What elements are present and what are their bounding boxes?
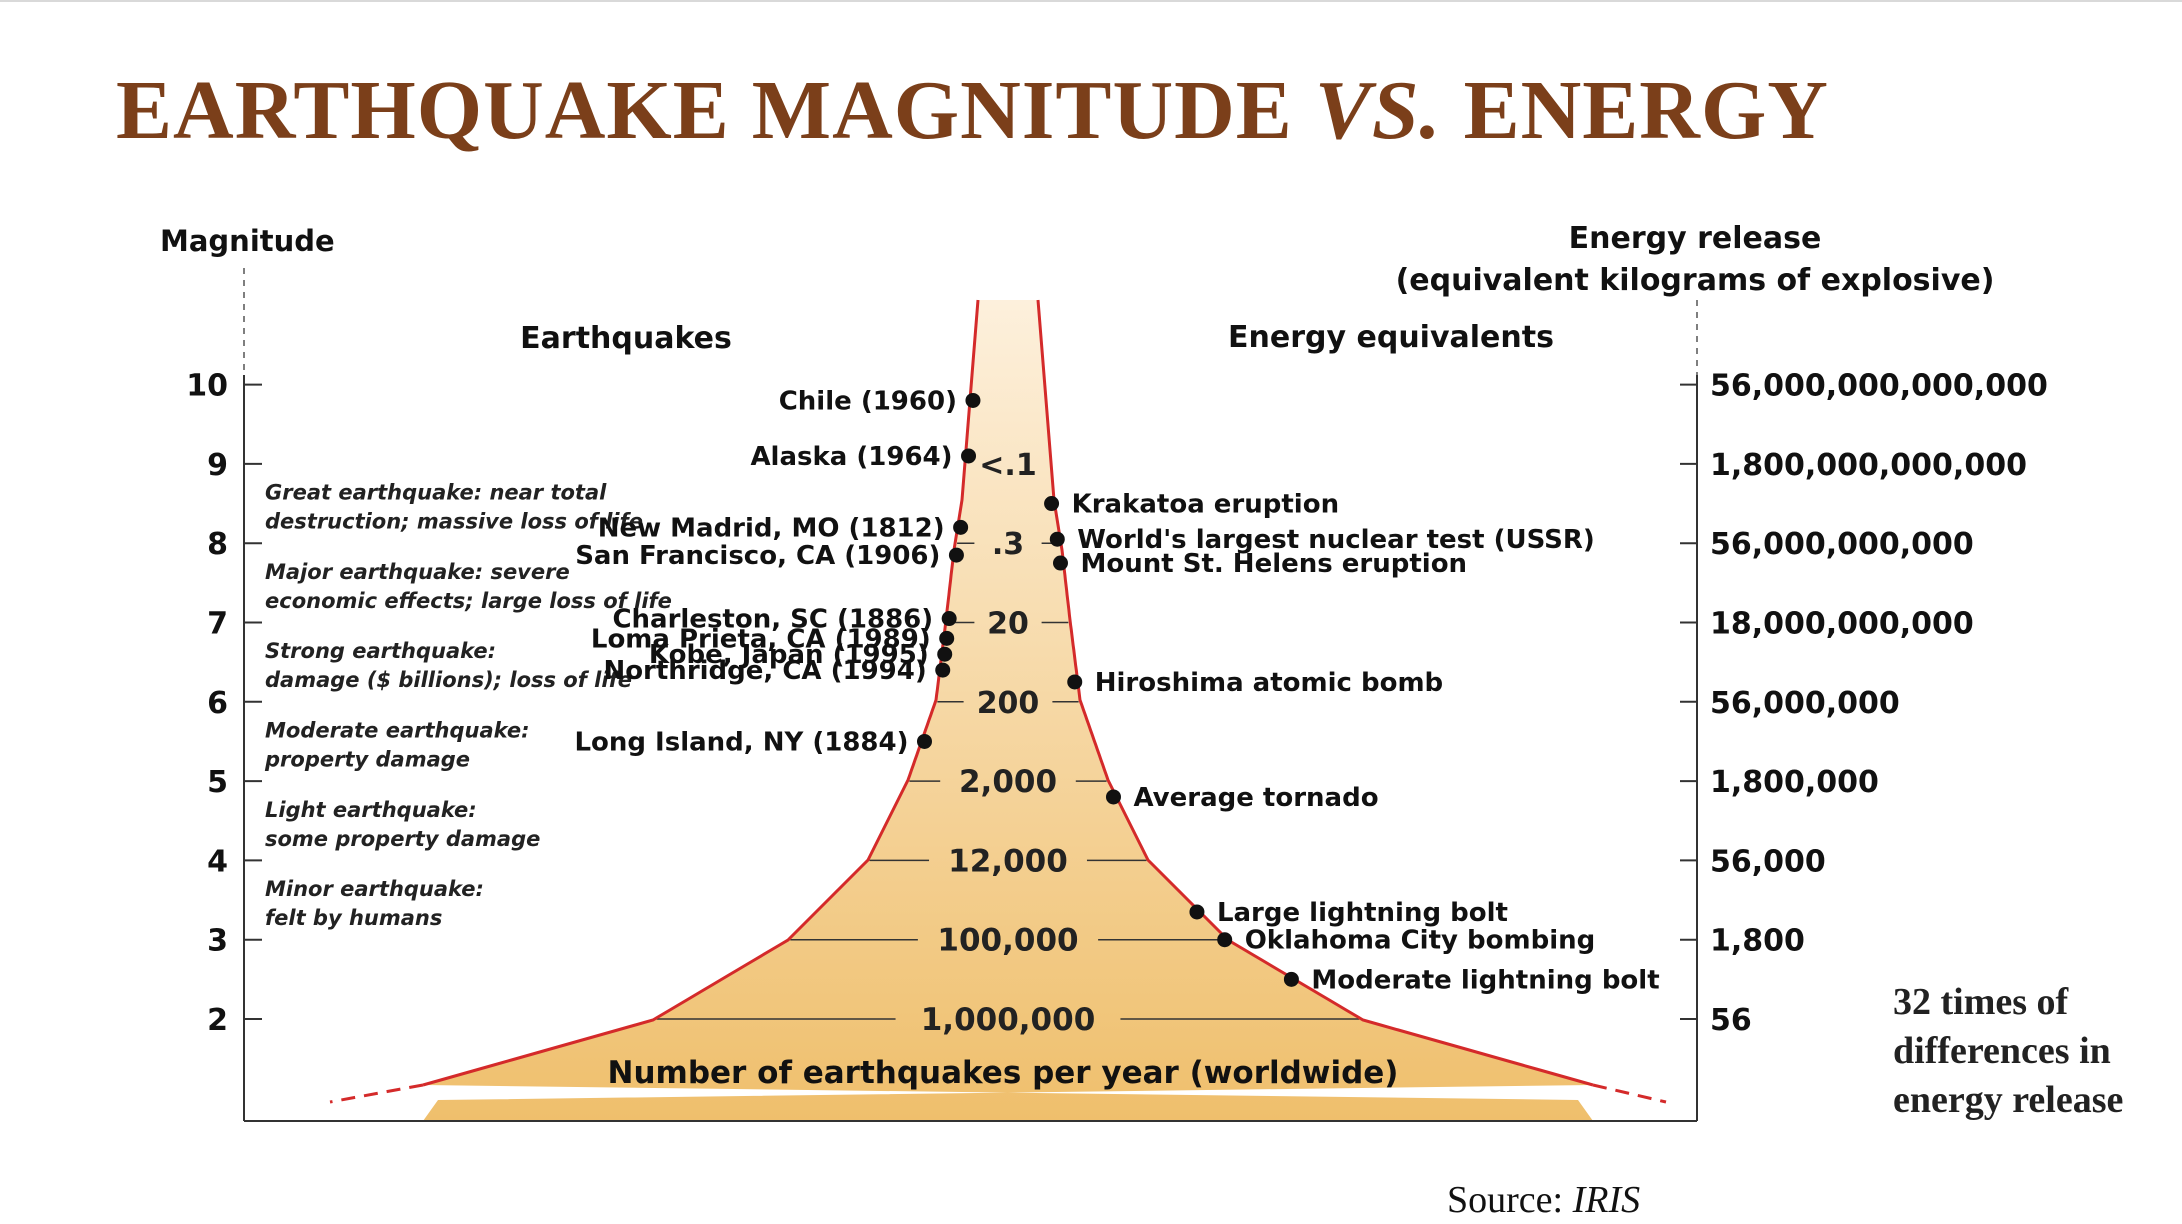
energy-tick-label: 56,000,000 [1710, 686, 1900, 721]
earthquakes-per-year-label: 12,000 [948, 843, 1068, 879]
earthquake-point [941, 611, 957, 627]
energy-tick-label: 56,000 [1710, 844, 1826, 879]
earthquake-label: Kobe, Japan (1995) [649, 640, 929, 670]
energy-equivalent-point [1105, 789, 1121, 805]
earthquakes-per-year-label: .3 [992, 527, 1024, 562]
category-line-2: destruction; massive loss of life [265, 510, 643, 534]
x-axis-title: Number of earthquakes per year (worldwid… [608, 1055, 1399, 1091]
energy-equivalent-label: Moderate lightning bolt [1311, 965, 1659, 995]
earthquake-point [939, 630, 955, 646]
earthquake-point [961, 448, 977, 464]
earthquakes-per-year-label: 100,000 [937, 923, 1078, 959]
category-line-1: Major earthquake: severe [265, 560, 570, 584]
earthquake-label: Chile (1960) [779, 386, 957, 416]
earthquake-point [935, 662, 951, 678]
magnitude-tick-label: 3 [207, 924, 228, 959]
category-line-2: some property damage [265, 827, 540, 851]
funnel-left-extension [329, 1083, 424, 1104]
energy-tick-label: 1,800,000,000,000 [1710, 448, 2027, 483]
energy-equivalent-point [1049, 531, 1065, 547]
category-line-2: damage ($ billions); loss of life [265, 668, 632, 692]
funnel-area [423, 300, 1593, 1121]
earthquakes-per-year-label: 20 [987, 607, 1029, 642]
earthquake-label: San Francisco, CA (1906) [575, 541, 940, 571]
energy-equivalent-point [1283, 971, 1299, 987]
magnitude-tick-label: 10 [186, 369, 228, 404]
category-line-1: Light earthquake: [265, 798, 477, 822]
category-line-2: economic effects; large loss of life [265, 589, 672, 613]
earthquake-label: Northridge, CA (1994) [603, 656, 926, 686]
energy-tick-label: 56 [1710, 1003, 1752, 1038]
magnitude-tick-label: 8 [207, 527, 228, 562]
funnel-right-curve [1036, 299, 1594, 1087]
energy-difference-note: 32 times of differences in energy releas… [1893, 981, 2124, 1121]
category-line-2: property damage [264, 747, 470, 771]
energy-equivalent-point [1067, 674, 1083, 690]
earthquake-point [965, 392, 981, 408]
energy-equivalent-label: World's largest nuclear test (USSR) [1077, 525, 1595, 555]
magnitude-tick-label: 6 [207, 686, 228, 721]
earthquakes-per-year-label: <.1 [979, 448, 1036, 483]
energy-equivalent-point [1217, 932, 1233, 948]
energy-equivalent-point [1044, 496, 1060, 512]
funnel-right-extension [1592, 1083, 1667, 1104]
energy-tick-label: 1,800,000 [1710, 765, 1879, 800]
magnitude-axis-title: Magnitude [160, 224, 335, 258]
category-line-1: Moderate earthquake: [265, 718, 530, 742]
energy-tick-label: 18,000,000,000 [1710, 607, 1974, 642]
energy-equivalent-label: Large lightning bolt [1217, 898, 1508, 928]
energy-axis-title: Energy release [1569, 221, 1822, 256]
earthquakes-per-year-label: 1,000,000 [921, 1002, 1096, 1038]
magnitude-tick-label: 4 [207, 844, 228, 879]
magnitude-tick-label: 9 [207, 448, 228, 483]
earthquake-point [953, 519, 969, 535]
energy-equivalent-label: Krakatoa eruption [1072, 490, 1340, 520]
earthquake-point [916, 733, 932, 749]
energy-tick-label: 56,000,000,000,000 [1710, 369, 2048, 404]
category-line-1: Minor earthquake: [265, 877, 484, 901]
page-title: EARTHQUAKE MAGNITUDE VS. ENERGY [116, 64, 1829, 157]
magnitude-tick-label: 2 [207, 1003, 228, 1038]
energy-tick-label: 1,800 [1710, 924, 1805, 959]
funnel-left-curve [422, 299, 980, 1087]
source-credit: Source: IRIS [1447, 1179, 1641, 1221]
earthquake-label: Charleston, SC (1886) [612, 605, 933, 635]
energy-equivalent-label: Mount St. Helens eruption [1080, 549, 1467, 579]
earthquakes-per-year-label: 200 [977, 686, 1040, 721]
earthquake-point [948, 547, 964, 563]
earthquake-label: Alaska (1964) [750, 442, 952, 472]
magnitude-tick-label: 5 [207, 765, 228, 800]
magnitude-tick-label: 7 [207, 607, 228, 642]
energy-tick-label: 56,000,000,000 [1710, 527, 1974, 562]
earthquake-label: Long Island, NY (1884) [574, 727, 908, 757]
category-line-1: Strong earthquake: [265, 639, 496, 663]
energy-equivalent-label: Average tornado [1133, 783, 1378, 813]
energy-equivalent-point [1052, 555, 1068, 571]
top-divider [0, 0, 2182, 2]
earthquake-point [937, 646, 953, 662]
earthquake-label: Loma Prieta, CA (1989) [591, 624, 931, 654]
energy-axis-subtitle: (equivalent kilograms of explosive) [1396, 263, 1995, 298]
category-line-2: felt by humans [265, 906, 442, 930]
energy-equivalent-label: Oklahoma City bombing [1245, 926, 1596, 956]
energy-equivalent-label: Hiroshima atomic bomb [1095, 668, 1443, 698]
energy-equivalent-point [1189, 904, 1205, 920]
earthquakes-heading: Earthquakes [520, 321, 732, 356]
category-line-1: Great earthquake: near total [265, 481, 607, 505]
earthquake-label: New Madrid, MO (1812) [598, 513, 945, 543]
energy-equivalents-heading: Energy equivalents [1228, 320, 1554, 355]
earthquakes-per-year-label: 2,000 [959, 764, 1057, 800]
